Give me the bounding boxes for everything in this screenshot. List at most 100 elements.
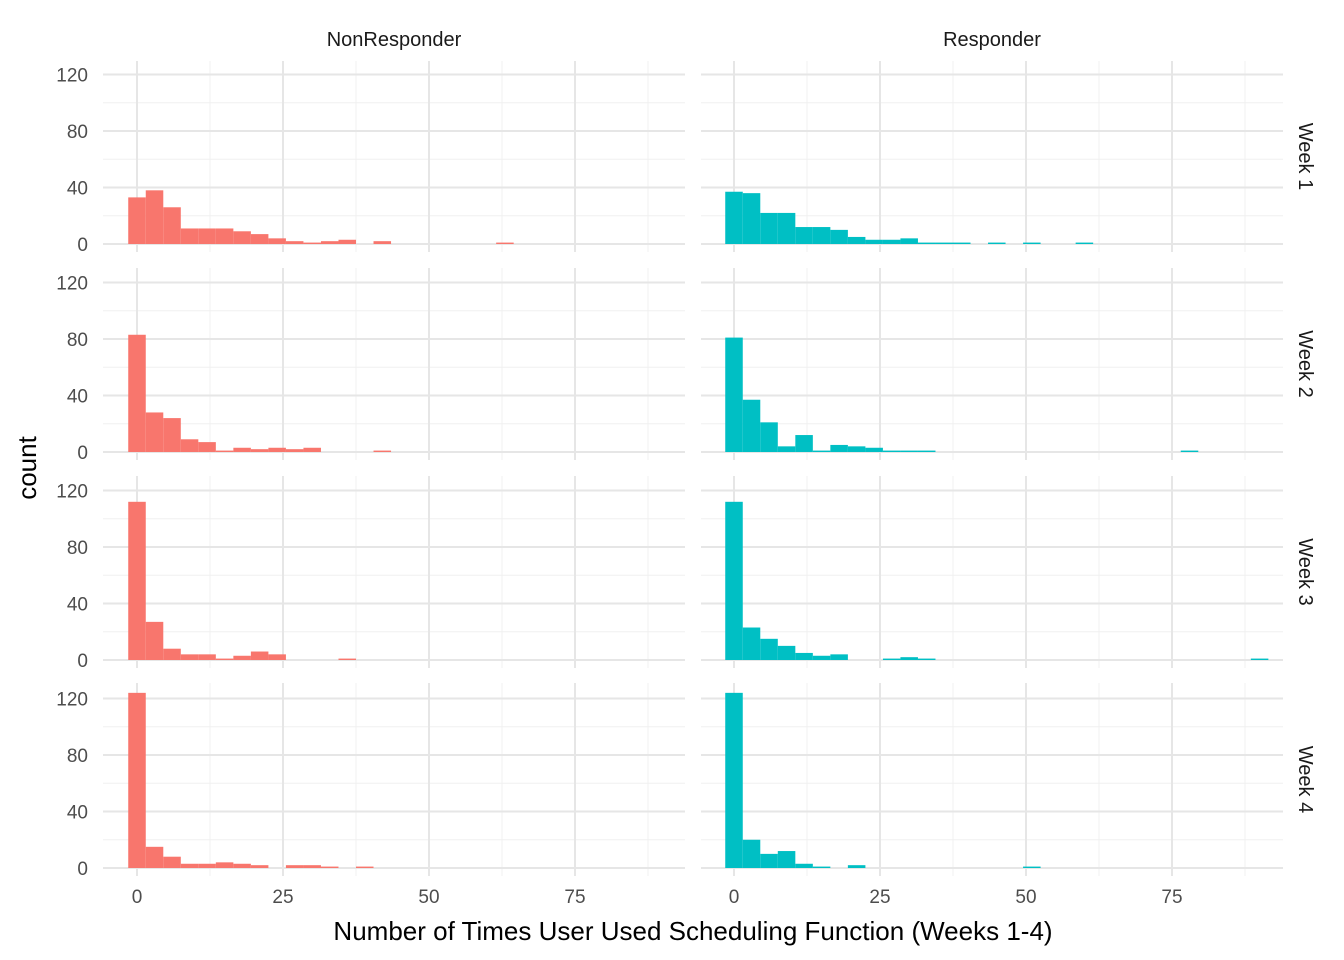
histogram-bar (320, 241, 339, 244)
x-tick-label: 50 (1015, 887, 1036, 908)
histogram-bar (777, 645, 796, 660)
panel-week-1-responder (701, 61, 1283, 252)
histogram-bar (233, 863, 251, 868)
histogram-bar (882, 658, 901, 660)
histogram-bar (830, 229, 848, 244)
x-tick-label: 75 (1161, 887, 1182, 908)
row-strip-label: Week 3 (1294, 538, 1316, 605)
histogram-bar (900, 238, 918, 244)
histogram-bar (268, 238, 286, 244)
histogram-bar (725, 501, 743, 660)
histogram-bar (847, 446, 866, 452)
panels-layer (103, 61, 1283, 876)
histogram-bar (145, 846, 164, 868)
histogram-bar (760, 422, 778, 452)
histogram-bar (128, 334, 146, 452)
panel-week-3-responder (701, 476, 1283, 668)
histogram-bar (198, 863, 216, 868)
histogram-bar (865, 239, 883, 244)
panel-week-4-nonresponder (103, 683, 685, 876)
panel-week-2-responder (701, 268, 1283, 460)
histogram-bar (812, 655, 831, 660)
histogram-bar (900, 657, 918, 660)
histogram-bar (303, 865, 321, 868)
histogram-bar (215, 228, 234, 244)
histogram-bar (250, 449, 269, 452)
histogram-bar (163, 648, 181, 660)
y-tick-label: 40 (67, 387, 88, 408)
histogram-bar (268, 654, 286, 660)
histogram-bar (285, 865, 304, 868)
y-tick-label: 40 (67, 803, 88, 824)
histogram-bar (250, 234, 269, 244)
row-strip-label: Week 1 (1294, 123, 1316, 190)
column-strip-label: NonResponder (327, 29, 462, 51)
histogram-bar (777, 212, 796, 244)
histogram-bar (233, 447, 251, 452)
y-tick-label: 40 (67, 179, 88, 200)
histogram-bar (917, 658, 936, 660)
histogram-bar (373, 450, 392, 452)
x-tick-label: 75 (564, 887, 585, 908)
y-tick-label: 40 (67, 595, 88, 616)
y-tick-label: 80 (67, 746, 88, 767)
histogram-bar (812, 866, 831, 868)
histogram-bar (847, 865, 866, 868)
row-strip-label: Week 4 (1294, 746, 1316, 813)
histogram-bar (795, 863, 813, 868)
histogram-bar (1075, 242, 1094, 244)
y-tick-label: 120 (56, 66, 88, 87)
histogram-bar (1250, 658, 1269, 660)
y-tick-label: 120 (56, 482, 88, 503)
y-tick-label: 80 (67, 330, 88, 351)
histogram-bar (163, 418, 181, 452)
histogram-bar (163, 856, 181, 868)
histogram-bar (1180, 450, 1199, 452)
histogram-bar (128, 501, 146, 660)
histogram-bar (795, 652, 813, 660)
histogram-bar (145, 190, 164, 244)
histogram-bar (900, 450, 918, 452)
histogram-bar (812, 450, 831, 452)
x-tick-label: 50 (418, 887, 439, 908)
histogram-bar (285, 241, 304, 244)
histogram-bar (742, 839, 761, 868)
histogram-bar (725, 191, 743, 244)
histogram-bar (742, 627, 761, 660)
histogram-bar (882, 239, 901, 244)
histogram-bar (145, 412, 164, 452)
histogram-bar (725, 337, 743, 452)
histogram-bar (338, 658, 356, 660)
histogram-bar (917, 242, 936, 244)
histogram-bar (1023, 242, 1041, 244)
y-tick-label: 0 (77, 859, 88, 880)
histogram-bar (285, 449, 304, 452)
histogram-bar (742, 399, 761, 452)
histogram-bar (865, 447, 883, 452)
histogram-bar (795, 227, 813, 244)
histogram-bar (250, 651, 269, 660)
histogram-bar (198, 228, 216, 244)
histogram-bar (250, 865, 269, 868)
histogram-bar (356, 866, 374, 868)
y-tick-label: 0 (77, 651, 88, 672)
histogram-bar (725, 692, 743, 868)
histogram-bar (847, 236, 866, 244)
histogram-bar (180, 654, 199, 660)
histogram-bar (215, 862, 234, 868)
histogram-bar (935, 242, 953, 244)
panel-week-2-nonresponder (103, 268, 685, 460)
x-tick-label: 0 (132, 887, 143, 908)
histogram-bar (198, 654, 216, 660)
histogram-bar (830, 654, 848, 660)
histogram-bar (777, 446, 796, 452)
histogram-bar (233, 231, 251, 244)
histogram-bar (303, 447, 321, 452)
y-tick-label: 80 (67, 538, 88, 559)
x-tick-label: 25 (869, 887, 890, 908)
histogram-bar (373, 241, 392, 244)
y-tick-label: 120 (56, 274, 88, 295)
histogram-bar (163, 207, 181, 244)
y-axis-title: count (12, 435, 42, 499)
